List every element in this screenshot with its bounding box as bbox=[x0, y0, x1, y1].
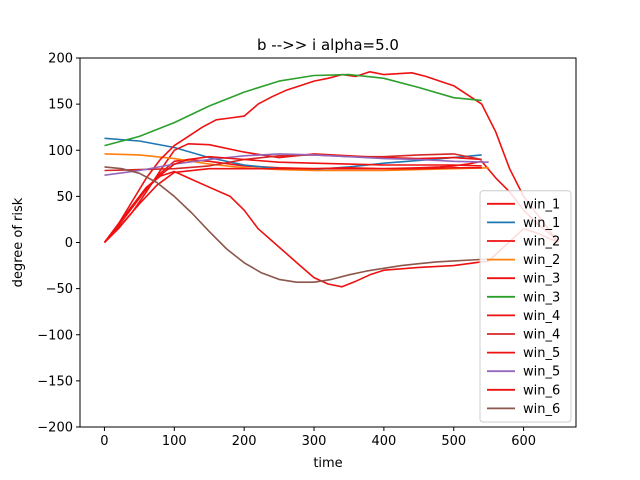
legend: win_1 win_1 win_2 win_2 win_3 win_3 win_4 win_4… bbox=[479, 190, 572, 423]
y-tick-label: 100 bbox=[48, 144, 73, 159]
series-line-win_6-11 bbox=[103, 155, 482, 243]
x-tick-label: 300 bbox=[302, 434, 327, 449]
y-tick-label: 150 bbox=[48, 98, 73, 113]
series-line-win_6-12 bbox=[104, 166, 489, 284]
series-line-win_3-6 bbox=[104, 73, 482, 147]
y-tick-label: 50 bbox=[56, 190, 73, 205]
y-tick-label: 200 bbox=[48, 52, 73, 67]
y-tick-label: 0 bbox=[65, 236, 73, 251]
x-tick-label: 100 bbox=[162, 434, 187, 449]
legend-label: win_2 bbox=[523, 235, 560, 250]
legend-label: win_1 bbox=[523, 216, 560, 231]
legend-label: win_4 bbox=[523, 328, 560, 343]
x-tick-label: 400 bbox=[371, 434, 396, 449]
legend-label: win_4 bbox=[523, 309, 560, 324]
legend-label: win_2 bbox=[523, 253, 560, 268]
series-line-win_2-3 bbox=[103, 143, 482, 244]
x-tick-label: 200 bbox=[232, 434, 257, 449]
series-line-win_4-7 bbox=[103, 167, 482, 244]
legend-label: win_1 bbox=[523, 197, 560, 212]
x-tick-label: 0 bbox=[100, 434, 108, 449]
legend-label: win_3 bbox=[523, 272, 560, 287]
x-axis-ticks: 0 100 200 300 400 500 600 bbox=[100, 427, 536, 449]
x-tick-label: 600 bbox=[511, 434, 536, 449]
y-tick-label: −100 bbox=[37, 328, 73, 343]
series-lines bbox=[103, 71, 560, 288]
y-tick-label: −200 bbox=[37, 421, 73, 436]
y-tick-label: −150 bbox=[37, 374, 73, 389]
legend-label: win_5 bbox=[523, 346, 560, 361]
series-line-win_3-5 bbox=[103, 71, 560, 243]
legend-label: win_3 bbox=[523, 290, 560, 305]
x-tick-label: 500 bbox=[441, 434, 466, 449]
y-axis-ticks: −200 −150 −100 −50 0 50 100 150 200 bbox=[37, 52, 80, 436]
legend-box bbox=[479, 190, 572, 423]
series-line-win_5-10 bbox=[104, 153, 489, 176]
legend-label: win_6 bbox=[523, 402, 560, 417]
y-tick-label: −50 bbox=[46, 282, 73, 297]
legend-label: win_6 bbox=[523, 383, 560, 398]
chart-title: b -->> i alpha=5.0 bbox=[257, 36, 399, 54]
series-line-win_2-4 bbox=[104, 153, 489, 172]
y-axis-label: degree of risk bbox=[11, 197, 26, 287]
legend-label: win_5 bbox=[523, 365, 560, 380]
x-axis-label: time bbox=[313, 456, 342, 471]
